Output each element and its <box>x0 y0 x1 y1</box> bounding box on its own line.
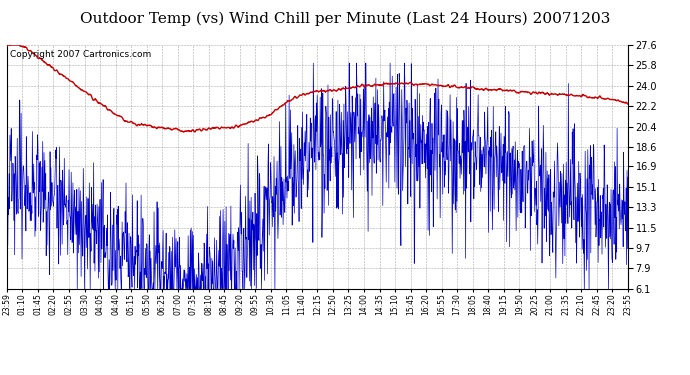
Text: Outdoor Temp (vs) Wind Chill per Minute (Last 24 Hours) 20071203: Outdoor Temp (vs) Wind Chill per Minute … <box>80 11 610 26</box>
Text: Copyright 2007 Cartronics.com: Copyright 2007 Cartronics.com <box>10 50 151 59</box>
